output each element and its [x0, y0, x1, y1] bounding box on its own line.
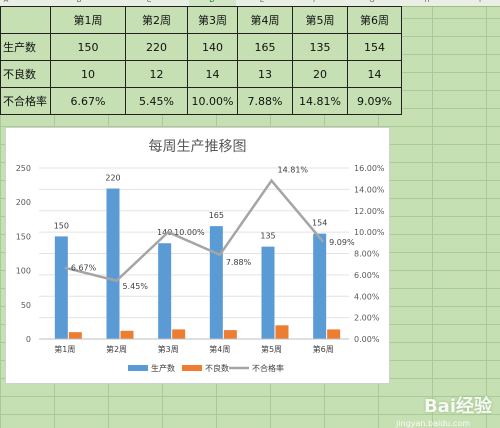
- column-header-c[interactable]: C: [146, 0, 152, 4]
- column-header-f[interactable]: F: [312, 0, 318, 4]
- bar-defects: [172, 329, 186, 339]
- column-header-d[interactable]: D: [209, 0, 215, 4]
- table-cell[interactable]: 220: [125, 33, 188, 61]
- bar-data-label: 135: [260, 232, 275, 241]
- column-header-g[interactable]: G: [369, 0, 375, 4]
- table-cell[interactable]: 第6周: [347, 6, 402, 34]
- line-data-label: 10.00%: [174, 228, 205, 237]
- bar-production: [209, 226, 223, 339]
- x-axis-tick-label: 第5周: [261, 344, 282, 354]
- bar-data-label: 165: [209, 211, 224, 220]
- column-header-h[interactable]: H: [424, 0, 430, 4]
- table-cell[interactable]: 第3周: [187, 6, 238, 34]
- legend-swatch: [128, 365, 148, 371]
- legend-label: 生产数: [151, 363, 175, 373]
- table-cell[interactable]: 10: [50, 60, 126, 88]
- row-label-cell[interactable]: 不良数: [0, 60, 51, 88]
- bar-defects: [120, 330, 134, 339]
- table-cell[interactable]: [0, 6, 51, 34]
- x-axis-tick-label: 第4周: [209, 344, 230, 354]
- column-header-b[interactable]: B: [76, 0, 82, 4]
- y-axis-left-tick-label: 150: [16, 232, 31, 241]
- table-cell[interactable]: 14: [347, 60, 402, 88]
- line-data-label: 5.45%: [123, 282, 149, 291]
- x-axis-tick-label: 第2周: [106, 344, 127, 354]
- table-row: 不良数 10 12 14 13 20 14: [0, 60, 402, 88]
- x-axis-tick-label: 第3周: [158, 344, 179, 354]
- bar-production: [261, 246, 275, 339]
- legend-swatch: [182, 365, 202, 371]
- bar-production: [313, 233, 327, 339]
- y-axis-right-tick-label: 2.00%: [354, 314, 380, 323]
- y-axis-left-tick-label: 0: [26, 335, 31, 344]
- chart-object[interactable]: 每周生产推移图 0 50 100 150 200 250 0.00% 2.00% 4.00% 6.…: [5, 127, 390, 384]
- table-cell[interactable]: 165: [237, 33, 293, 61]
- table-cell[interactable]: 140: [187, 33, 238, 61]
- column-header-e[interactable]: E: [259, 0, 265, 4]
- bar-defects: [327, 329, 341, 339]
- table-row: 生产数 150 220 140 165 135 154: [0, 33, 402, 61]
- y-axis-left-tick-label: 200: [16, 198, 31, 207]
- bar-data-label: 220: [105, 174, 120, 183]
- column-header-i[interactable]: I: [478, 0, 482, 4]
- selected-column-indicator: [189, 0, 236, 6]
- line-data-label: 7.88%: [226, 258, 252, 267]
- data-table: 第1周 第2周 第3周 第4周 第5周 第6周 生产数 150 220 140 …: [0, 6, 402, 115]
- y-axis-right-tick-label: 12.00%: [354, 207, 385, 216]
- line-data-label: 6.67%: [71, 264, 97, 273]
- legend-label: 不良数: [205, 363, 229, 373]
- rate-line: [64, 178, 325, 283]
- table-cell[interactable]: 9.09%: [347, 87, 402, 115]
- watermark-logo: Bai经验: [423, 396, 492, 417]
- bar-defects: [223, 330, 237, 339]
- line-data-label: 14.81%: [278, 166, 309, 175]
- y-axis-right-tick-label: 16.00%: [354, 164, 385, 173]
- y-axis-left-tick-label: 250: [16, 164, 31, 173]
- y-axis-right-tick-label: 14.00%: [354, 185, 385, 194]
- y-axis-right-tick-label: 10.00%: [354, 228, 385, 237]
- row-label-cell[interactable]: 不合格率: [0, 87, 51, 115]
- table-header-row: 第1周 第2周 第3周 第4周 第5周 第6周: [0, 6, 402, 34]
- column-header-a[interactable]: A: [3, 0, 9, 4]
- legend-label: 不合格率: [252, 363, 284, 373]
- table-cell[interactable]: 第5周: [292, 6, 348, 34]
- table-row: 不合格率 6.67% 5.45% 10.00% 7.88% 14.81% 9.0…: [0, 87, 402, 115]
- y-axis-right-tick-label: 0.00%: [354, 335, 380, 344]
- bar-production: [158, 243, 172, 339]
- table-cell[interactable]: 5.45%: [125, 87, 188, 115]
- y-axis-right-tick-label: 4.00%: [354, 292, 380, 301]
- table-cell[interactable]: 第4周: [237, 6, 293, 34]
- table-cell[interactable]: 150: [50, 33, 126, 61]
- y-axis-right-tick-label: 8.00%: [354, 250, 380, 259]
- bar-data-label: 154: [312, 219, 327, 228]
- y-axis-left-tick-label: 100: [16, 267, 31, 276]
- x-axis-tick-label: 第1周: [54, 344, 75, 354]
- table-cell[interactable]: 6.67%: [50, 87, 126, 115]
- table-cell[interactable]: 20: [292, 60, 348, 88]
- line-data-label: 9.09%: [329, 238, 355, 247]
- bar-defects: [68, 332, 82, 339]
- bar-production: [106, 188, 120, 339]
- row-label-cell[interactable]: 生产数: [0, 33, 51, 61]
- table-cell[interactable]: 10.00%: [187, 87, 238, 115]
- y-axis-left-tick-label: 50: [21, 301, 31, 310]
- table-cell[interactable]: 14.81%: [292, 87, 348, 115]
- table-cell[interactable]: 第2周: [125, 6, 188, 34]
- bar-data-label: 150: [54, 221, 69, 230]
- table-cell[interactable]: 第1周: [50, 6, 126, 34]
- bar-data-label: 140: [157, 228, 172, 237]
- y-axis-right-tick-label: 6.00%: [354, 271, 380, 280]
- table-cell[interactable]: 154: [347, 33, 402, 61]
- bar-production: [54, 236, 68, 339]
- x-axis-tick-label: 第6周: [313, 344, 334, 354]
- table-cell[interactable]: 135: [292, 33, 348, 61]
- watermark-url: jingyan.baidu.com: [396, 419, 470, 428]
- table-cell[interactable]: 14: [187, 60, 238, 88]
- combo-chart: 0 50 100 150 200 250 0.00% 2.00% 4.00% 6.00% 8.00%…: [16, 164, 385, 373]
- table-cell[interactable]: 12: [125, 60, 188, 88]
- table-cell[interactable]: 13: [237, 60, 293, 88]
- table-cell[interactable]: 7.88%: [237, 87, 293, 115]
- bar-defects: [275, 325, 289, 339]
- chart-title: 每周生产推移图: [148, 139, 247, 155]
